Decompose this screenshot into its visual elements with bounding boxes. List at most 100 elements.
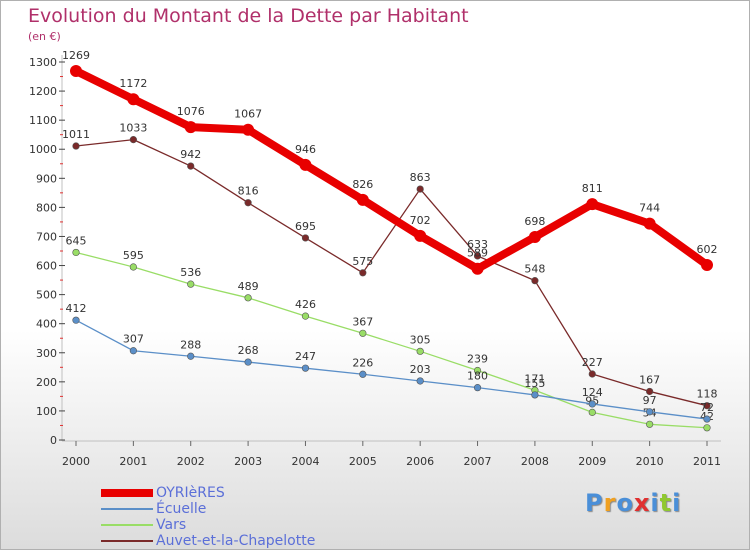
data-label: 288: [180, 338, 201, 351]
data-label: 602: [697, 243, 718, 256]
data-point: [301, 364, 310, 372]
data-label: 811: [582, 182, 603, 195]
data-point: [471, 262, 484, 275]
legend-swatch: [101, 489, 153, 497]
data-point: [703, 415, 711, 423]
data-label: 1269: [62, 49, 90, 62]
x-tick-label: 2001: [119, 455, 147, 468]
data-label: 412: [66, 302, 87, 315]
data-point: [72, 248, 80, 257]
y-tick-label: 0: [50, 434, 57, 447]
logo-letter: r: [603, 489, 617, 517]
data-label: 227: [582, 356, 603, 369]
x-tick-label: 2010: [636, 455, 664, 468]
data-point: [646, 387, 654, 396]
y-tick-label: 1000: [29, 143, 57, 156]
data-label: 826: [352, 178, 373, 191]
logo-letter: o: [616, 489, 634, 517]
data-point: [244, 199, 252, 207]
data-point: [242, 123, 255, 136]
data-point: [703, 402, 711, 410]
data-label: 171: [524, 372, 545, 385]
data-label: 595: [123, 249, 144, 262]
data-label: 575: [352, 255, 373, 268]
data-point: [588, 408, 596, 416]
data-point: [643, 217, 656, 230]
data-point: [187, 352, 195, 360]
data-label: 155: [524, 377, 545, 390]
y-tick-label: 900: [36, 172, 57, 185]
data-point: [531, 277, 539, 285]
logo-letter: i: [650, 489, 660, 517]
data-point: [187, 162, 195, 170]
chart-subtitle: (en €): [28, 30, 61, 43]
data-label: 167: [639, 373, 660, 386]
data-point: [703, 424, 711, 432]
data-label: 180: [467, 370, 488, 383]
legend-label: Auvet-et-la-Chapelotte: [156, 533, 316, 549]
y-tick-label: 500: [36, 289, 57, 302]
data-point: [528, 231, 541, 244]
data-label: 816: [238, 185, 259, 198]
legend-label: Vars: [156, 517, 187, 533]
logo-letter: i: [672, 489, 682, 517]
data-point: [359, 370, 367, 378]
data-point: [416, 185, 424, 193]
data-label: 247: [295, 350, 316, 363]
data-label: 536: [180, 266, 201, 279]
data-label: 744: [639, 202, 660, 215]
data-label: 645: [66, 234, 87, 247]
data-point: [646, 408, 654, 416]
data-point: [129, 136, 137, 144]
data-point: [299, 158, 312, 171]
y-tick-label: 1200: [29, 85, 57, 98]
data-label: 1172: [119, 77, 147, 90]
data-label: 97: [643, 394, 657, 407]
data-label: 863: [410, 171, 431, 184]
data-point: [244, 294, 252, 302]
data-label: 702: [410, 214, 431, 227]
legend-label: OYRIèRES: [156, 485, 225, 501]
data-point: [646, 420, 654, 428]
y-tick-label: 400: [36, 318, 57, 331]
data-point: [70, 65, 82, 78]
legend-swatch: [101, 524, 153, 526]
data-point: [531, 391, 539, 399]
data-point: [187, 280, 195, 288]
x-tick-label: 2006: [406, 455, 434, 468]
data-point: [588, 370, 596, 378]
x-tick-label: 2000: [62, 455, 90, 468]
x-tick-label: 2009: [578, 455, 606, 468]
chart-title: Evolution du Montant de la Dette par Hab…: [28, 5, 469, 27]
data-label: 946: [295, 143, 316, 156]
y-tick-label: 700: [36, 230, 57, 243]
series-line-3: [75, 138, 708, 407]
proxiti-logo: Proxiti: [585, 489, 681, 517]
series-line-1: [75, 319, 708, 420]
logo-letter: t: [659, 489, 673, 517]
y-tick-label: 100: [36, 405, 57, 418]
x-tick-label: 2007: [464, 455, 492, 468]
data-label: 124: [582, 386, 603, 399]
data-label: 548: [524, 263, 545, 276]
data-point: [359, 329, 367, 337]
data-point: [416, 347, 424, 355]
y-tick-label: 1300: [29, 56, 57, 69]
data-label: 305: [410, 333, 431, 346]
legend-swatch: [101, 508, 153, 510]
logo-letter: P: [585, 489, 604, 517]
data-label: 489: [238, 280, 259, 293]
data-label: 589: [467, 247, 488, 260]
data-label: 239: [467, 353, 488, 366]
data-label: 72: [700, 401, 714, 414]
data-point: [129, 347, 137, 355]
x-tick-label: 2011: [693, 455, 721, 468]
data-label: 118: [697, 388, 718, 401]
x-tick-label: 2008: [521, 455, 549, 468]
data-point: [473, 366, 482, 375]
y-tick-label: 200: [36, 376, 57, 389]
y-tick-label: 300: [36, 347, 57, 360]
data-point: [301, 234, 310, 242]
data-point: [359, 269, 367, 277]
